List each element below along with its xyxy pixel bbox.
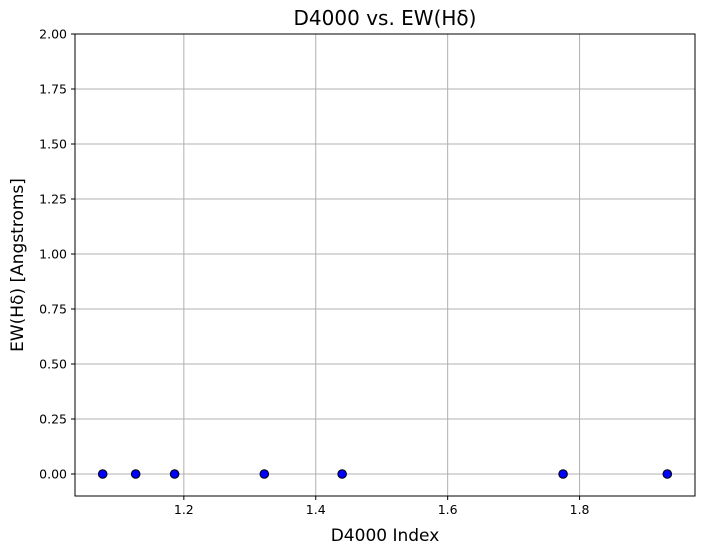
y-tick-label: 2.00 bbox=[39, 27, 67, 42]
y-tick-label: 0.75 bbox=[39, 302, 67, 317]
data-point bbox=[259, 469, 270, 479]
data-point bbox=[97, 469, 108, 479]
y-axis-label: EW(Hδ) [Angstroms] bbox=[8, 178, 28, 352]
data-point bbox=[169, 469, 180, 479]
y-tick-label: 1.50 bbox=[39, 137, 67, 152]
plot-frame bbox=[74, 33, 696, 497]
x-tick-label: 1.6 bbox=[438, 502, 458, 517]
y-tick-label: 1.00 bbox=[39, 247, 67, 262]
y-tick-label: 1.75 bbox=[39, 82, 67, 97]
y-tick-label: 0.50 bbox=[39, 357, 67, 372]
x-tick-label: 1.8 bbox=[570, 502, 590, 517]
data-point bbox=[662, 469, 673, 479]
chart-title: D4000 vs. EW(Hδ) bbox=[294, 6, 477, 30]
data-point bbox=[558, 469, 568, 479]
y-tick-label: 0.25 bbox=[39, 412, 67, 427]
data-point bbox=[130, 469, 141, 479]
axis-ticks: 1.2 1.4 1.6 1.8 0.00 0.25 0.50 0.75 1.00 1.25 1.50… bbox=[39, 27, 589, 518]
data-points bbox=[97, 469, 673, 479]
x-axis-label: D4000 Index bbox=[331, 526, 440, 546]
grid-lines bbox=[75, 33, 695, 496]
x-tick-label: 1.2 bbox=[174, 502, 194, 517]
y-tick-label: 1.25 bbox=[39, 192, 67, 207]
y-tick-label: 0.00 bbox=[39, 467, 67, 482]
data-point bbox=[337, 469, 347, 479]
x-tick-label: 1.4 bbox=[306, 502, 326, 517]
